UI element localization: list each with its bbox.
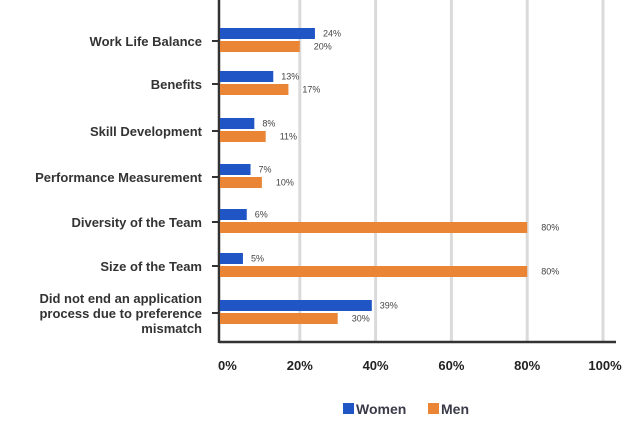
bar-women [220, 71, 274, 82]
x-tick-label: 20% [287, 358, 313, 373]
data-label-men: 80% [541, 223, 559, 233]
bar-men [220, 131, 266, 142]
category-label: Diversity of the Team [71, 215, 202, 230]
bar-women [220, 28, 315, 39]
data-label-women: 39% [380, 301, 398, 311]
legend-swatch-women [343, 403, 354, 414]
data-label-women: 8% [262, 119, 275, 129]
bar-women [220, 164, 251, 175]
bar-women [220, 253, 243, 264]
category-label: Performance Measurement [35, 170, 203, 185]
legend-label-men: Men [441, 401, 469, 417]
data-label-men: 17% [302, 85, 320, 95]
category-label: Work Life Balance [90, 34, 202, 49]
bar-women [220, 300, 372, 311]
bar-women [220, 209, 247, 220]
category-label: process due to preference [39, 306, 202, 321]
category-label: Benefits [151, 77, 202, 92]
data-label-women: 24% [323, 29, 341, 39]
legend-label-women: Women [356, 401, 406, 417]
data-label-men: 20% [314, 42, 332, 52]
bar-men [220, 177, 262, 188]
bar-men [220, 266, 528, 277]
bar-men [220, 41, 300, 52]
data-label-men: 11% [280, 132, 297, 142]
category-label: mismatch [141, 321, 202, 336]
data-label-men: 30% [352, 314, 370, 324]
x-tick-label: 40% [363, 358, 389, 373]
category-label: Did not end an application [40, 291, 203, 306]
bar-men [220, 222, 528, 233]
category-label: Skill Development [90, 124, 203, 139]
bar-men [220, 313, 338, 324]
data-label-women: 13% [281, 72, 299, 82]
data-label-women: 6% [255, 210, 268, 220]
x-tick-label: 0% [218, 358, 237, 373]
data-label-women: 7% [259, 165, 272, 175]
data-label-men: 80% [541, 267, 559, 277]
legend-swatch-men [428, 403, 439, 414]
bar-men [220, 84, 289, 95]
x-tick-label: 100% [588, 358, 622, 373]
data-label-men: 10% [276, 178, 294, 188]
x-tick-label: 60% [438, 358, 464, 373]
bar-women [220, 118, 255, 129]
x-tick-label: 80% [514, 358, 540, 373]
data-label-women: 5% [251, 254, 264, 264]
category-label: Size of the Team [100, 259, 202, 274]
